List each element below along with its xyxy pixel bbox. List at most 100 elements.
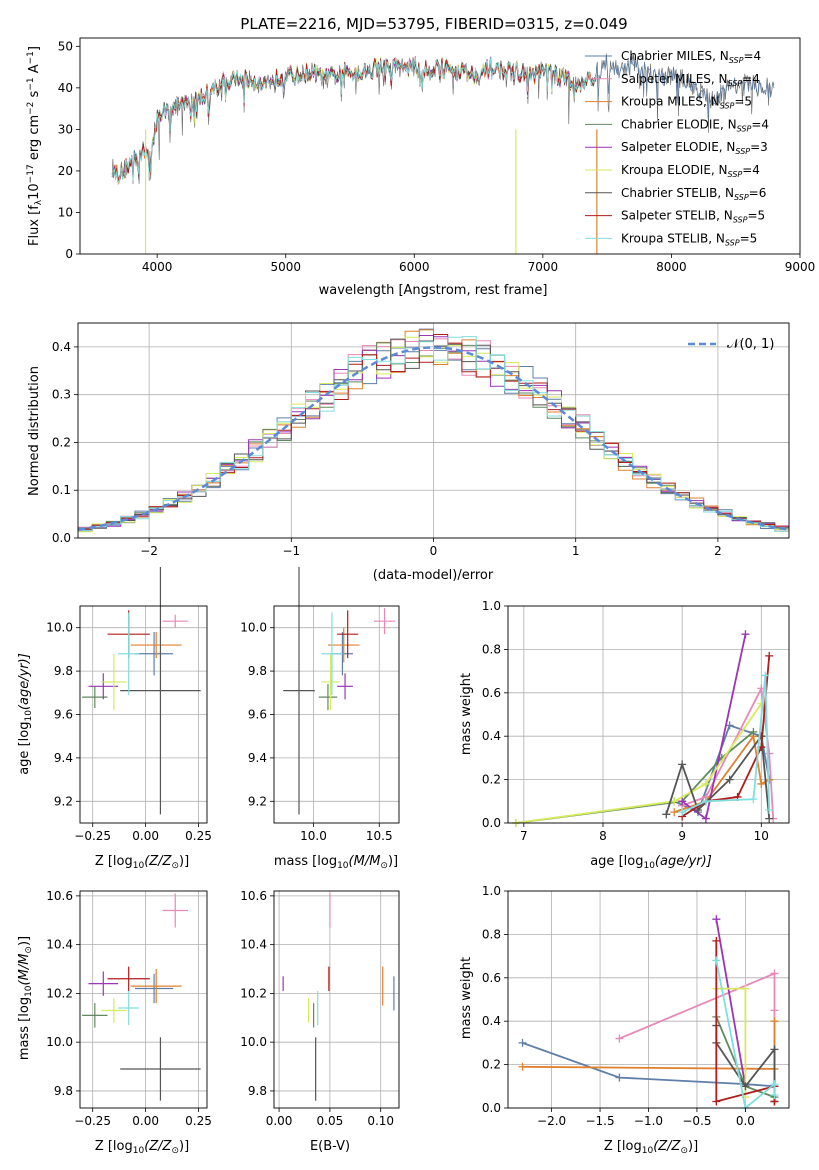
plot-area — [77, 328, 790, 533]
mass-weight-marker — [749, 795, 758, 804]
x-tick-label: 0 — [430, 544, 438, 558]
y-tick-label: 10.2 — [240, 986, 267, 1000]
y-tick-label: 10.6 — [46, 889, 73, 903]
mass-weight-marker — [725, 775, 734, 784]
mass-weight-marker — [749, 727, 758, 736]
y-tick-label: 10.4 — [240, 938, 267, 952]
x-tick-label: −2.0 — [537, 1114, 566, 1128]
mass-weight-marker — [765, 805, 774, 814]
legend-label-main: Chabrier ELODIE, N — [621, 117, 737, 131]
mass-weight-marker — [741, 630, 750, 639]
mass-vs-z-xlabel: Z [log10(Z/Z⊙)] — [95, 1139, 189, 1156]
y-tick-label: 0 — [65, 247, 73, 261]
axes-frame: 4000 5000 6000 7000 8000 9000 0 10 20 30 40 50 — [58, 37, 816, 274]
legend-label-main: Chabrier STELIB, N — [621, 186, 734, 200]
x-tick-label: 4000 — [142, 260, 173, 274]
axes-frame: −0.25 0.00 0.25 9.8 10.0 10.2 10.4 10.6 — [46, 889, 212, 1128]
y-tick-label: 0.0 — [482, 816, 501, 830]
y-tick-label: 50 — [58, 39, 73, 53]
age-vs-z-panel: −0.25 0.00 0.25 9.2 9.4 9.6 9.8 10.0 — [46, 566, 212, 843]
mass-weight-marker — [770, 1017, 779, 1026]
mass-weight-marker — [741, 984, 750, 993]
x-tick-label: 0.00 — [132, 1114, 159, 1128]
mass-weight-marker — [770, 969, 779, 978]
mass-weight-marker — [701, 814, 710, 823]
legend-label-tail: =5 — [747, 209, 765, 223]
axes-box — [273, 890, 400, 1109]
x-tick-label: 0.00 — [266, 1114, 293, 1128]
mass-vs-z-panel: −0.25 0.00 0.25 9.8 10.0 10.2 10.4 10.6 — [46, 889, 212, 1128]
mass-weight-marker — [701, 797, 710, 806]
plot-area — [511, 630, 778, 827]
y-tick-label: 10.0 — [240, 621, 267, 635]
x-tick-label: −0.25 — [74, 1114, 111, 1128]
plot-area — [111, 53, 775, 254]
mass-weight-marker — [518, 1062, 527, 1071]
y-tick-label: 1.0 — [482, 599, 501, 613]
legend-label-main: Kroupa MILES, N — [621, 95, 720, 109]
mass-weight-line — [522, 1042, 775, 1088]
axes-box — [507, 605, 790, 824]
y-tick-label: 9.2 — [248, 794, 267, 808]
y-tick-label: 30 — [58, 122, 73, 136]
age-vs-z-xlabel: Z [log10(Z/Z⊙)] — [95, 854, 189, 871]
legend-label: Salpeter STELIB, NSSP=5 — [621, 209, 765, 225]
y-tick-label: 9.6 — [54, 708, 73, 722]
x-tick-label: 8000 — [656, 260, 687, 274]
x-tick-label: 7 — [520, 829, 528, 843]
y-tick-label: 0.3 — [52, 388, 71, 402]
y-tick-label: 0.0 — [52, 531, 71, 545]
y-tick-label: 0.1 — [52, 483, 71, 497]
legend-label: Salpeter ELODIE, NSSP=3 — [621, 140, 768, 156]
y-tick-label: 0.8 — [482, 642, 501, 656]
mass-weight-marker — [770, 1090, 779, 1099]
mass-weight-marker — [712, 915, 721, 924]
y-tick-label: 9.8 — [248, 1084, 267, 1098]
x-tick-label: 0.10 — [367, 1114, 394, 1128]
mass-weight-line — [715, 919, 747, 1087]
x-tick-label: 0.00 — [132, 829, 159, 843]
y-tick-label: 20 — [58, 164, 73, 178]
mass-weight-vs-z-ylabel: mass weight — [459, 957, 474, 1039]
mass-weight-vs-z-xlabel: Z [log10(Z/Z⊙)] — [604, 1139, 698, 1156]
legend-label-sub: SSP — [725, 238, 740, 247]
axes-frame: 7 8 9 10 0.0 0.2 0.4 0.6 0.8 1.0 — [482, 599, 790, 843]
age-vs-z-ylabel: age [log10(age/yr)] — [17, 653, 34, 775]
x-tick-label: 9000 — [785, 260, 816, 274]
mass-weight-marker — [765, 651, 774, 660]
x-tick-label: 0.05 — [317, 1114, 344, 1128]
axes-frame: 0.00 0.05 0.10 9.8 10.0 10.2 10.4 10.6 — [240, 889, 400, 1128]
y-tick-label: 10.0 — [46, 1035, 73, 1049]
mass-weight-marker — [712, 956, 721, 965]
x-tick-label: 10 — [754, 829, 769, 843]
legend-label-tail: =6 — [749, 186, 767, 200]
normal-legend-label: 𝒩(0, 1) — [727, 337, 774, 352]
mass-weight-marker — [678, 797, 687, 806]
legend-label-sub: SSP — [729, 56, 744, 65]
mass-weight-marker — [662, 810, 671, 819]
legend-label-sub: SSP — [733, 216, 748, 225]
plot-area — [82, 893, 201, 1101]
mass-weight-marker — [518, 1038, 527, 1047]
spectrum-ylabel: Flux [fλ10−17 erg cm−2 s−1 A−1] — [26, 46, 44, 246]
x-tick-label: 10.0 — [300, 829, 327, 843]
mass-weight-marker — [678, 808, 687, 817]
legend-label-tail: =4 — [742, 72, 760, 86]
mass-weight-marker — [615, 1034, 624, 1043]
y-tick-label: 1.0 — [482, 884, 501, 898]
x-tick-label: 8 — [599, 829, 607, 843]
mass-weight-line — [715, 960, 776, 1110]
y-tick-label: 10.0 — [240, 1035, 267, 1049]
x-tick-label: 0.25 — [185, 829, 212, 843]
y-tick-label: 10.6 — [240, 889, 267, 903]
mass-weight-vs-z-panel: −2.0 −1.5 −1.0 −0.5 0.0 0.0 0.2 0.4 0.6 0.8 1.0 — [482, 884, 790, 1128]
legend-label: Kroupa ELODIE, NSSP=4 — [621, 163, 760, 179]
x-tick-label: 5000 — [270, 260, 301, 274]
mass-vs-ebv-xlabel: E(B-V) — [310, 1139, 350, 1154]
axes-box — [79, 890, 208, 1109]
legend-label-main: Salpeter MILES, N — [621, 72, 728, 86]
x-tick-label: −1.5 — [585, 1114, 614, 1128]
legend-label-main: Salpeter STELIB, N — [621, 209, 733, 223]
plot-area — [283, 566, 396, 815]
